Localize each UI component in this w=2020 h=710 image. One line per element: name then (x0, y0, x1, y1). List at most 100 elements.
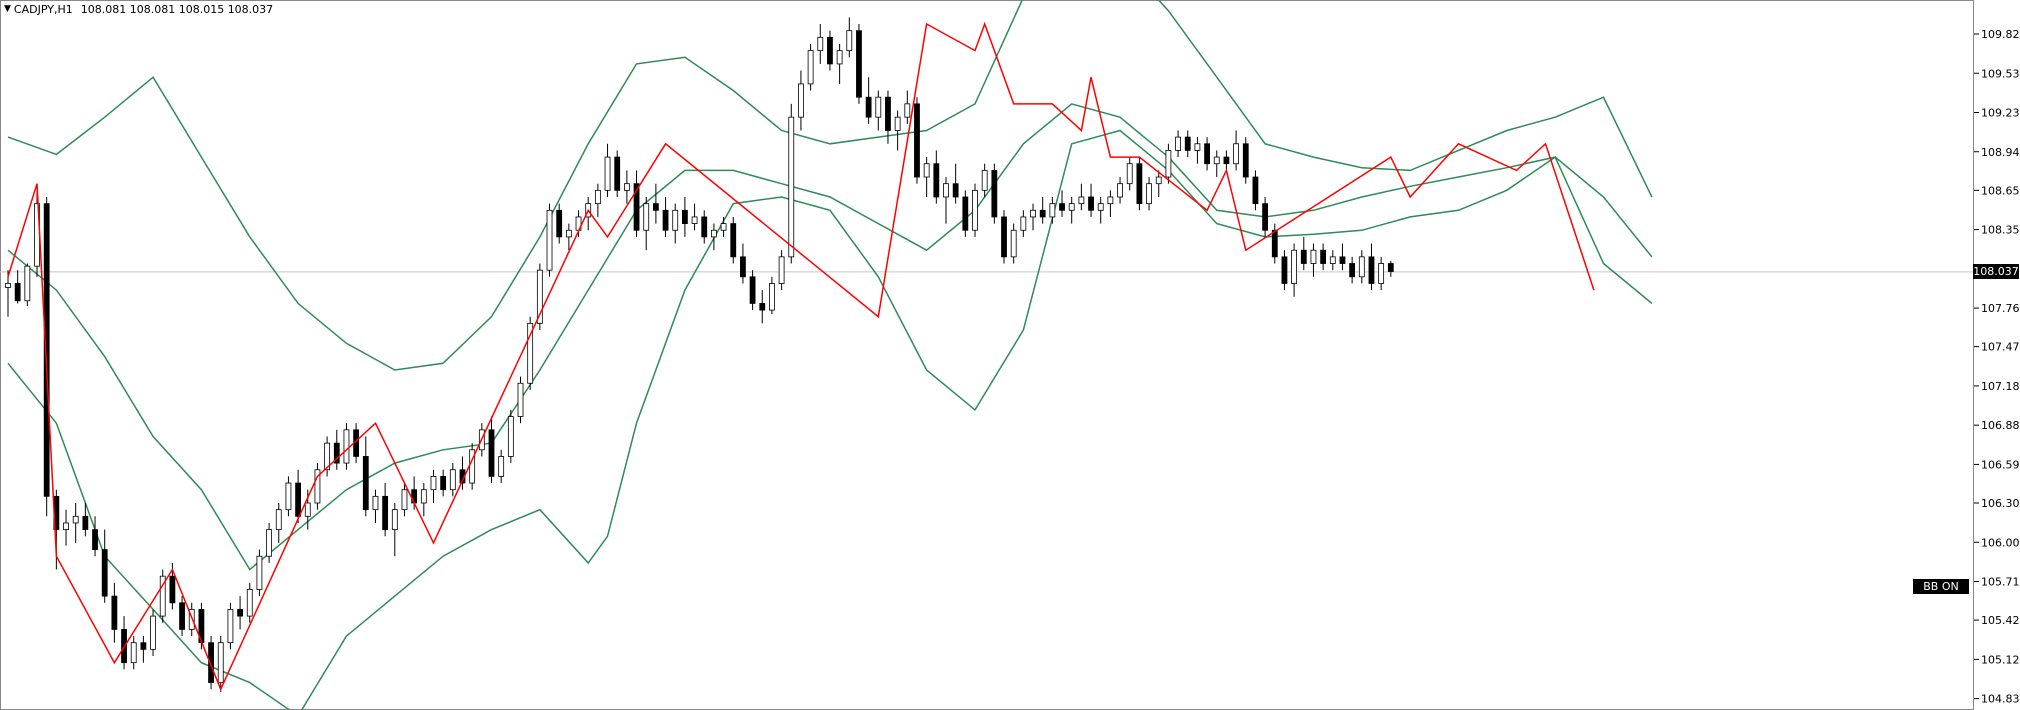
candle-body (150, 615, 156, 650)
y-axis-tick-label: 106.005 (1981, 536, 2020, 549)
y-axis-tick-label: 105.420 (1981, 614, 2020, 627)
symbol-header: ▼ CADJPY,H1 108.081 108.081 108.015 108.… (4, 2, 273, 16)
candle-body (362, 456, 369, 511)
zigzag-line (7, 21, 1595, 692)
candle-body (517, 382, 524, 417)
candle-body (711, 229, 717, 238)
candle-body (246, 589, 253, 617)
candle-body (769, 283, 775, 311)
candle-body (1291, 249, 1298, 284)
current-price-tag: 108.037 (1973, 264, 2019, 279)
candle-body (266, 529, 272, 557)
candle-body (633, 183, 640, 231)
candle-body (217, 642, 224, 684)
bb-toggle-button[interactable]: BB ON (1913, 579, 1969, 594)
y-axis-tick-label: 106.300 (1981, 497, 2020, 510)
candle-body (652, 203, 659, 211)
candle-body (1358, 256, 1365, 278)
candle-body (1165, 150, 1172, 178)
candle-body (536, 269, 543, 324)
candle-body (730, 223, 737, 258)
candle-body (324, 442, 331, 471)
candle-body (488, 429, 495, 477)
candle-body (1349, 263, 1356, 278)
candle-body (498, 456, 505, 477)
candle-body (1039, 209, 1046, 218)
candle-body (759, 303, 766, 311)
candle-body (1204, 143, 1210, 165)
candle-body (237, 609, 243, 617)
candle-body (720, 223, 727, 231)
candle-body (1126, 163, 1133, 185)
candle-body (1068, 203, 1075, 211)
candle-body (856, 30, 862, 98)
candle-body (5, 283, 11, 288)
candle-body (507, 416, 514, 457)
candle-body (1300, 249, 1307, 264)
candle-body (1262, 203, 1268, 231)
candle-body (1329, 256, 1336, 264)
candle-body (972, 189, 978, 231)
y-axis-tick-label: 108.940 (1981, 146, 2020, 159)
candle-body (1136, 163, 1143, 205)
candle-body (933, 163, 940, 198)
candle-body (1107, 196, 1114, 205)
candle-body (991, 169, 998, 218)
candle-body (401, 489, 408, 511)
candle-body (701, 216, 708, 238)
y-axis-tick-label: 109.530 (1981, 67, 2020, 80)
candle-body (1271, 229, 1278, 258)
candle-body (140, 642, 147, 650)
candle-body (111, 595, 118, 630)
candle-body (594, 189, 601, 205)
candle-body (798, 83, 804, 118)
candle-body (275, 509, 282, 531)
candle-body (1010, 229, 1017, 258)
y-axis-tick-label: 106.590 (1981, 458, 2020, 471)
candle-body (1175, 136, 1181, 151)
candle-body (1281, 256, 1288, 284)
candle-body (565, 229, 572, 238)
bollinger-lower-band (7, 129, 1653, 710)
y-axis-tick-label: 107.475 (1981, 341, 2020, 354)
y-axis-tick-label: 109.235 (1981, 107, 2020, 120)
y-axis-tick-label: 104.830 (1981, 693, 2020, 706)
candle-body (295, 482, 302, 517)
candle-body (691, 216, 698, 224)
candle-body (1097, 203, 1104, 211)
candle-body (1213, 156, 1220, 165)
candle-body (92, 529, 98, 550)
candle-body (1378, 263, 1385, 284)
candle-body (43, 203, 50, 497)
candle-body (1059, 203, 1065, 211)
candle-body (208, 642, 214, 684)
candle-body (788, 116, 795, 258)
candle-body (256, 555, 263, 590)
y-axis-tick-label: 106.885 (1981, 419, 2020, 432)
candle-body (1030, 209, 1036, 218)
candle-body (1155, 176, 1162, 185)
y-axis-tick-label: 107.180 (1981, 380, 2020, 393)
ohlc-readout: 108.081 108.081 108.015 108.037 (80, 2, 274, 16)
candle-body (943, 183, 949, 198)
candle-body (430, 475, 437, 491)
collapse-triangle-icon[interactable]: ▼ (4, 4, 11, 14)
candle-body (914, 103, 920, 178)
candle-body (1049, 203, 1056, 218)
candle-body (449, 469, 456, 491)
candle-body (923, 163, 930, 178)
candle-body (614, 156, 621, 191)
y-axis-tick-label: 107.765 (1981, 302, 2020, 315)
candle-body (159, 575, 166, 617)
candle-body (1320, 249, 1327, 264)
candle-body (314, 469, 321, 504)
candle-body (1368, 256, 1375, 284)
candle-body (778, 256, 785, 284)
candle-body (865, 96, 872, 118)
candle-body (1088, 196, 1094, 211)
plot-border (0, 0, 1974, 710)
candle-body (227, 609, 234, 644)
candle-body (1242, 143, 1249, 178)
